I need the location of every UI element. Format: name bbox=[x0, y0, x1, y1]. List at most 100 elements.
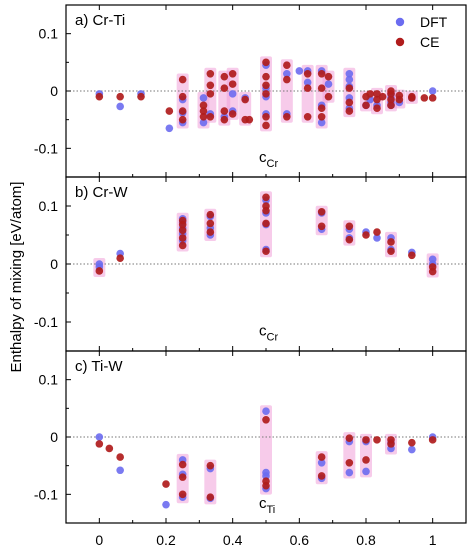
x-axis: 0 0.2 0.4 0.6 0.8 1 bbox=[95, 532, 436, 548]
ce-point bbox=[387, 95, 395, 104]
ce-point bbox=[262, 202, 270, 210]
ce-point bbox=[206, 113, 215, 121]
y-tick-label: 0.1 bbox=[39, 26, 59, 42]
ce-point bbox=[283, 75, 291, 84]
ce-point bbox=[220, 72, 229, 81]
ce-point bbox=[387, 247, 395, 256]
ce-point bbox=[362, 436, 370, 444]
ce-point bbox=[262, 72, 270, 81]
ce-point bbox=[317, 70, 326, 78]
dft-point bbox=[283, 70, 291, 78]
dft-point bbox=[95, 260, 104, 268]
ce-point bbox=[345, 84, 354, 92]
ce-point bbox=[345, 107, 354, 115]
panel-label: c) Ti-W bbox=[75, 358, 123, 375]
ce-point bbox=[366, 90, 374, 98]
y-tick-label: -0.1 bbox=[34, 140, 58, 156]
ce-point bbox=[206, 81, 215, 90]
dft-point bbox=[317, 459, 326, 467]
ce-point bbox=[428, 94, 437, 102]
ce-point bbox=[137, 92, 145, 101]
dft-point bbox=[165, 124, 174, 133]
frames-layer: 0.1 0 -0.1 0.1 0 -0.1 0.1 0 -0.1 bbox=[34, 4, 467, 524]
dft-point bbox=[373, 234, 381, 242]
y-tick-label: -0.1 bbox=[34, 486, 58, 502]
ce-point bbox=[345, 98, 354, 107]
highlight-column bbox=[301, 64, 314, 123]
dft-point bbox=[295, 67, 304, 75]
ce-point bbox=[317, 472, 326, 480]
ce-point bbox=[220, 115, 229, 124]
ce-point bbox=[165, 107, 174, 115]
ce-point bbox=[408, 251, 416, 260]
y-tick-label: 0 bbox=[50, 83, 58, 99]
y-tick-label: 0.1 bbox=[39, 372, 59, 388]
ce-point bbox=[387, 101, 395, 110]
ce-point bbox=[178, 92, 187, 101]
ce-point bbox=[105, 444, 114, 453]
ce-point bbox=[241, 95, 249, 104]
ce-point bbox=[283, 61, 291, 69]
ce-point bbox=[387, 238, 395, 246]
ce-point bbox=[262, 58, 270, 67]
ce-point bbox=[428, 267, 437, 276]
composition-label: cTi bbox=[259, 495, 275, 516]
x-tick-label: 0.4 bbox=[223, 532, 243, 548]
panel-label: a) Cr-Ti bbox=[75, 12, 125, 29]
ce-point bbox=[116, 92, 124, 101]
ce-point bbox=[262, 90, 270, 98]
ce-point bbox=[387, 87, 395, 95]
ce-point bbox=[262, 121, 270, 130]
dft-point bbox=[408, 445, 416, 454]
ce-point bbox=[317, 113, 326, 121]
dft-point bbox=[116, 102, 124, 111]
ce-point bbox=[206, 228, 215, 236]
ce-point bbox=[206, 90, 215, 98]
ce-point bbox=[228, 80, 237, 88]
ce-point bbox=[362, 456, 370, 464]
x-tick-label: 0.6 bbox=[290, 532, 310, 548]
ce-point bbox=[95, 267, 104, 275]
x-tick-label: 0.2 bbox=[156, 532, 176, 548]
y-tick-label: 0.1 bbox=[39, 198, 59, 214]
highlight-column bbox=[360, 433, 372, 478]
y-axis-label: Enthalpy of mixing [eV/atom] bbox=[8, 182, 25, 373]
ce-point bbox=[362, 231, 370, 239]
ce-point bbox=[428, 436, 437, 444]
ce-point bbox=[262, 81, 270, 90]
dft-point bbox=[345, 468, 354, 477]
ce-point bbox=[408, 438, 416, 447]
ce-point bbox=[262, 113, 270, 121]
ce-point bbox=[116, 254, 124, 262]
dft-point bbox=[262, 407, 270, 416]
ce-point bbox=[362, 101, 370, 110]
ce-point bbox=[317, 222, 326, 231]
dft-point bbox=[303, 78, 312, 87]
ce-point bbox=[178, 107, 187, 115]
x-tick-label: 0 bbox=[95, 532, 103, 548]
x-tick-label: 0.8 bbox=[356, 532, 376, 548]
ce-point bbox=[324, 92, 333, 101]
ce-point bbox=[420, 94, 429, 102]
ce-point bbox=[303, 113, 312, 121]
ce-point bbox=[408, 94, 416, 102]
ce-point bbox=[178, 115, 187, 124]
legend-ce-label: CE bbox=[420, 34, 439, 50]
ce-point bbox=[206, 70, 215, 78]
ce-point bbox=[373, 104, 381, 112]
ce-point bbox=[162, 480, 170, 488]
ce-point bbox=[262, 247, 270, 256]
dft-point bbox=[116, 466, 124, 475]
x-tick-label: 1 bbox=[429, 532, 437, 548]
ce-point bbox=[228, 110, 237, 118]
ce-point bbox=[199, 107, 208, 115]
dft-point bbox=[317, 118, 326, 127]
legend-dft-marker bbox=[395, 17, 405, 27]
ce-point bbox=[262, 193, 270, 202]
dft-point bbox=[95, 433, 104, 441]
ce-point bbox=[262, 416, 270, 424]
ce-point bbox=[395, 91, 404, 100]
ce-point bbox=[199, 101, 208, 110]
points-layer bbox=[95, 58, 437, 509]
